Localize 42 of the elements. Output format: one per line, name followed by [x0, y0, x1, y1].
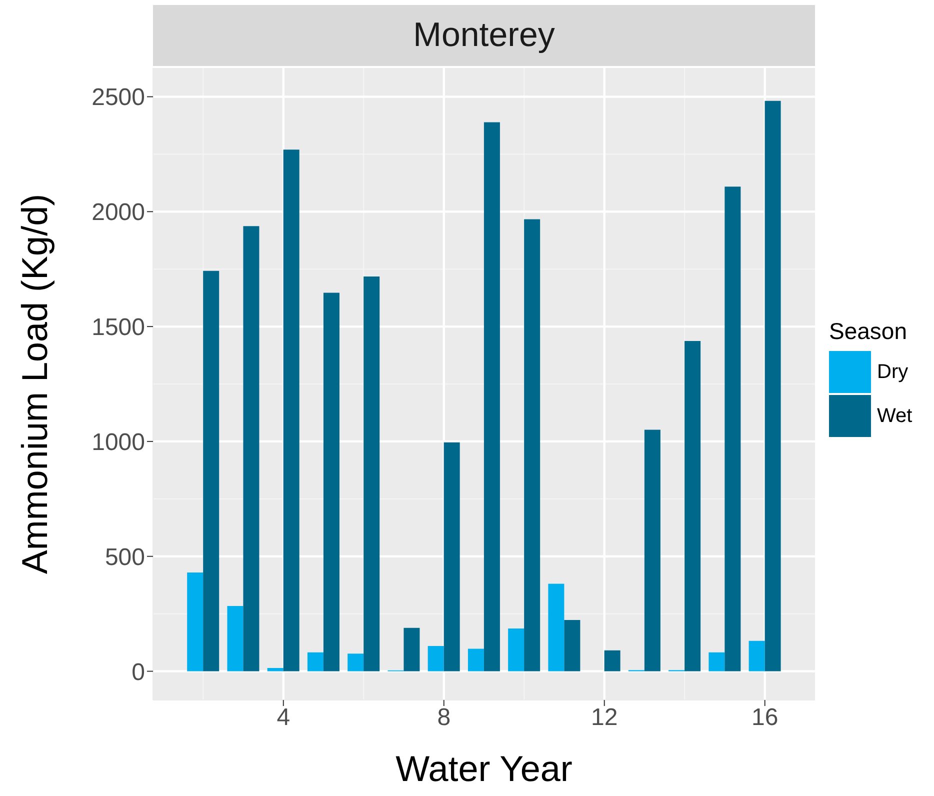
bar: [323, 292, 340, 672]
y-tick-label: 2000: [92, 199, 145, 226]
bar: [203, 270, 220, 672]
bar: [307, 652, 324, 672]
y-tick-label: 500: [104, 544, 145, 571]
bar: [468, 648, 484, 672]
y-tick-label: 1500: [92, 314, 145, 342]
bar: [564, 620, 580, 672]
bar: [484, 122, 500, 672]
bar: [508, 628, 524, 672]
bar: [428, 646, 444, 672]
bar: [348, 654, 364, 672]
y-tick-label: 2500: [92, 84, 145, 112]
chart-title: Monterey: [153, 5, 815, 66]
x-tick-label: 12: [591, 704, 618, 732]
bar: [644, 430, 660, 672]
bar: [524, 219, 540, 672]
bar: [724, 186, 741, 672]
legend-label: Dry: [877, 360, 908, 384]
bar: [187, 572, 204, 672]
legend-title: Season: [829, 318, 908, 345]
bar: [364, 276, 380, 672]
bar: [684, 341, 701, 672]
bar: [548, 584, 564, 672]
x-tick-label: 16: [751, 704, 778, 732]
bar: [243, 226, 260, 672]
bar: [444, 442, 460, 672]
bar: [283, 150, 300, 672]
y-tick-label: 0: [132, 658, 145, 686]
x-axis-title: Water Year: [394, 748, 574, 790]
y-axis-title: Ammonium Load (Kg/d): [14, 194, 56, 574]
bar: [748, 640, 765, 672]
bar: [708, 652, 725, 672]
bar: [227, 606, 244, 672]
x-tick-label: 4: [276, 704, 290, 732]
bar: [604, 650, 620, 672]
bar: [404, 628, 420, 672]
bar: [764, 100, 781, 672]
bar: [267, 668, 284, 672]
legend-label: Wet: [877, 404, 912, 428]
y-tick-label: 1000: [92, 428, 145, 456]
x-tick-label: 8: [437, 704, 451, 732]
